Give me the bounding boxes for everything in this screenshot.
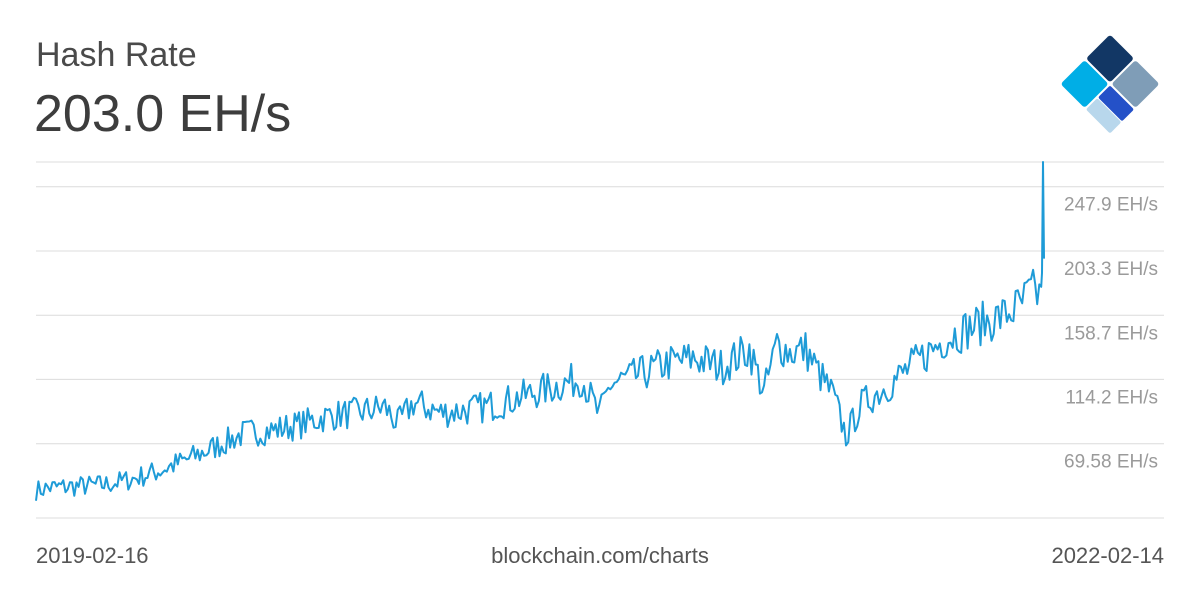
logo-tile-top-left — [1087, 35, 1133, 82]
source-label: blockchain.com/charts — [491, 543, 709, 568]
y-tick-label: 158.7 EH/s — [1064, 323, 1158, 344]
grid-lines — [36, 161, 1164, 519]
end-date-label: 2022-02-14 — [1051, 543, 1164, 568]
y-tick-label: 69.58 EH/s — [1064, 452, 1158, 473]
y-axis-tick-labels: 247.9 EH/s 203.3 EH/s 158.7 EH/s 114.2 EH/s… — [1064, 195, 1158, 473]
y-tick-label: 114.2 EH/s — [1065, 387, 1158, 408]
logo-tile-bottom-right-b — [1086, 98, 1121, 133]
current-value: 203.0 EH/s — [34, 85, 292, 143]
logo-tile-bottom-left — [1061, 61, 1108, 107]
blockchain-logo-icon — [1061, 35, 1159, 133]
logo-tile-bottom-right-a — [1098, 86, 1134, 121]
y-tick-label: 203.3 EH/s — [1064, 259, 1158, 280]
logo-tile-top-right — [1112, 61, 1159, 107]
y-tick-label: 247.9 EH/s — [1064, 195, 1158, 216]
start-date-label: 2019-02-16 — [36, 543, 149, 568]
chart-title: Hash Rate — [36, 36, 197, 74]
hash-rate-series-line — [35, 161, 1045, 501]
